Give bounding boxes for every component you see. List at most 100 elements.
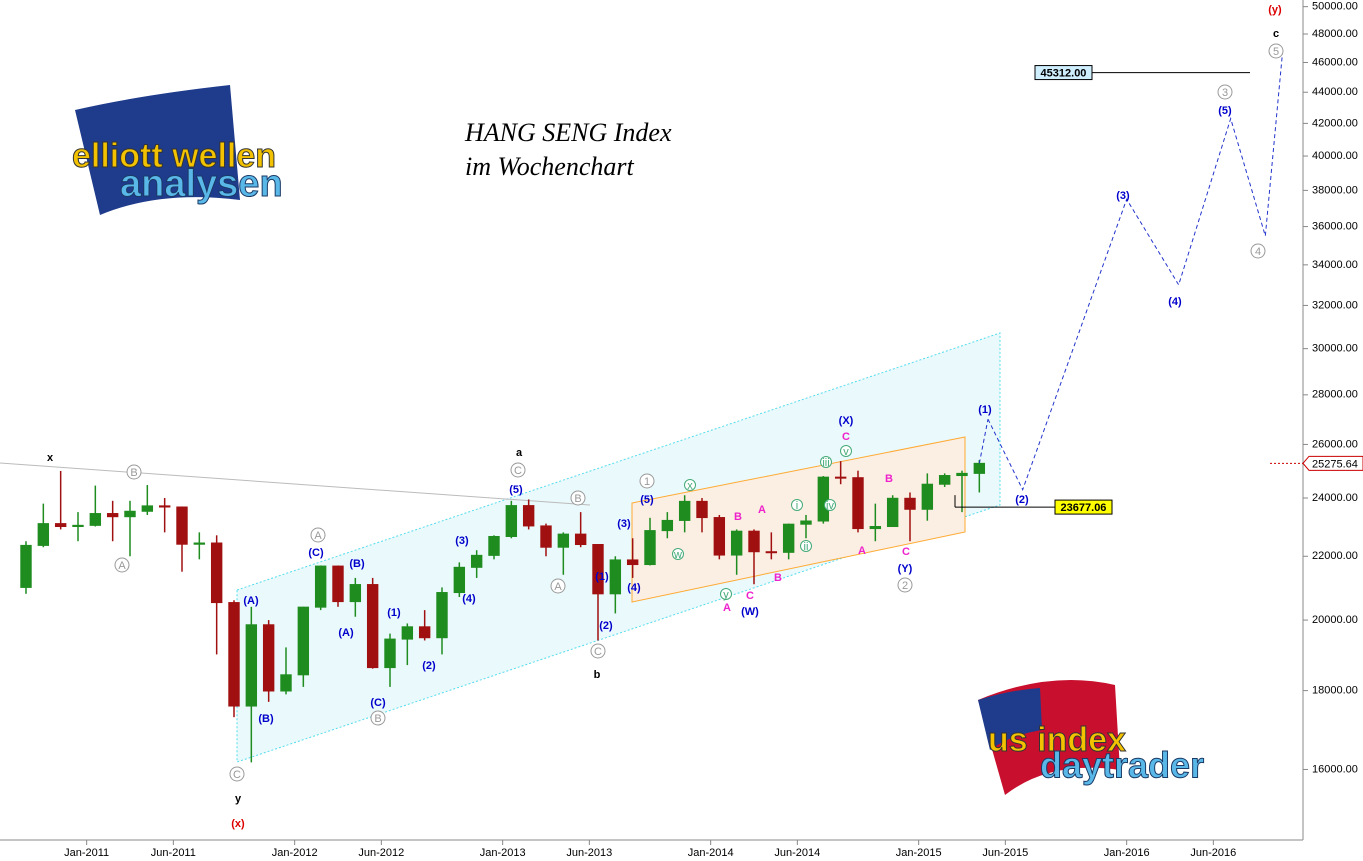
- y-tick-label: 48000.00: [1312, 28, 1358, 40]
- y-tick-label: 50000.00: [1312, 1, 1358, 13]
- y-tick-label: 22000.00: [1312, 550, 1358, 562]
- candle-body: [557, 533, 570, 548]
- wave-label: (1): [387, 607, 401, 619]
- wave-label: (5): [1218, 105, 1232, 117]
- level-label: 45312.00: [1041, 67, 1087, 79]
- candle-body: [696, 500, 708, 519]
- wave-label: B: [774, 572, 782, 584]
- wave-circle: [820, 456, 832, 468]
- wave-circle: [1268, 43, 1284, 59]
- wave-label: (Y): [898, 563, 913, 575]
- wave-label: C: [842, 431, 850, 443]
- candle-body: [349, 584, 362, 603]
- y-tick-label: 44000.00: [1312, 86, 1358, 98]
- wave-circle: [897, 577, 913, 593]
- wave-label: x: [47, 452, 54, 464]
- candle-body: [418, 626, 431, 639]
- wave-circle: [590, 643, 606, 659]
- y-tick-label: 26000.00: [1312, 438, 1358, 450]
- wave-label: A: [758, 504, 766, 516]
- projection-line: [987, 50, 1284, 491]
- candle-body: [678, 500, 691, 521]
- candle-body: [609, 559, 622, 595]
- x-tick-label: Jan-2013: [480, 847, 526, 859]
- wave-label: A: [554, 581, 562, 593]
- x-tick-label: Jun-2013: [566, 847, 612, 859]
- candle-body: [280, 674, 292, 692]
- wave-label: (2): [422, 660, 436, 672]
- x-tick-label: Jun-2014: [774, 847, 820, 859]
- wave-circle: [840, 445, 852, 457]
- candle-body: [644, 530, 656, 566]
- wave-circle: [824, 499, 836, 511]
- y-tick-label: 18000.00: [1312, 685, 1358, 697]
- chart-title: HANG SENG Index: [464, 118, 672, 147]
- level-box: [1034, 65, 1093, 81]
- wave-label: A: [118, 560, 126, 572]
- projection-link: [978, 419, 989, 464]
- wave-label: (1): [978, 404, 992, 416]
- trend-channel: [236, 332, 1001, 763]
- wave-label: B: [734, 511, 742, 523]
- wave-label: (y): [1268, 4, 1282, 16]
- candle-body: [592, 544, 604, 595]
- wave-circle: [672, 548, 684, 560]
- candle-body: [384, 638, 396, 669]
- wave-label: 1: [644, 476, 650, 488]
- wave-label: (2): [1015, 494, 1029, 506]
- wave-label: 4: [1255, 246, 1261, 258]
- logo-usindex: us index daytrader: [978, 680, 1205, 795]
- wave-label: (4): [462, 593, 476, 605]
- x-tick-label: Jan-2011: [64, 847, 109, 859]
- candle-body: [262, 624, 275, 692]
- x-tick-label: Jan-2016: [1104, 847, 1150, 859]
- candle-body: [54, 523, 67, 528]
- wave-label: C: [594, 646, 602, 658]
- candle-body: [37, 523, 50, 546]
- logo-elliott: elliott wellen analysen: [72, 85, 283, 215]
- candle-body: [973, 462, 986, 474]
- wave-label: C: [233, 769, 241, 781]
- candle-body: [817, 476, 830, 522]
- wave-label: y: [723, 589, 729, 601]
- wave-label: b: [594, 669, 601, 681]
- y-tick-label: 16000.00: [1312, 763, 1358, 775]
- candle-body: [938, 475, 951, 485]
- logo-flag-canton: [978, 688, 1042, 750]
- wave-circle: [370, 710, 386, 726]
- wave-label: ii: [804, 541, 809, 553]
- candle-body: [401, 626, 414, 640]
- candle-body: [228, 602, 240, 707]
- wave-label: (3): [455, 535, 469, 547]
- candle-body: [765, 551, 778, 554]
- y-tick-label: 34000.00: [1312, 259, 1358, 271]
- wave-label: (x): [231, 818, 245, 830]
- candle-body: [574, 533, 587, 546]
- y-tick-label: 28000.00: [1312, 389, 1358, 401]
- wave-circle: [684, 479, 696, 491]
- wave-circle: [570, 490, 586, 506]
- wave-label: B: [374, 713, 381, 725]
- y-tick-label: 42000.00: [1312, 117, 1358, 129]
- wave-circle: [720, 588, 732, 600]
- level-box: [1054, 499, 1113, 515]
- logo-text: analysen: [120, 163, 283, 205]
- logo-flag: [75, 85, 240, 215]
- wave-label: C: [746, 590, 754, 602]
- wave-label: c: [1273, 28, 1279, 40]
- wave-label: (C): [370, 697, 386, 709]
- wave-circle: [800, 540, 812, 552]
- candle-body: [106, 513, 119, 518]
- wave-label: C: [514, 465, 522, 477]
- level-label: 23677.06: [1061, 502, 1107, 514]
- wave-label: A: [858, 545, 866, 557]
- wave-circle: [229, 766, 245, 782]
- wave-label: A: [723, 602, 731, 614]
- wave-label: v: [843, 446, 849, 458]
- y-tick-label: 32000.00: [1312, 299, 1358, 311]
- wave-label: iii: [822, 457, 829, 469]
- y-tick-label: 20000.00: [1312, 614, 1358, 626]
- wave-label: (5): [509, 484, 523, 496]
